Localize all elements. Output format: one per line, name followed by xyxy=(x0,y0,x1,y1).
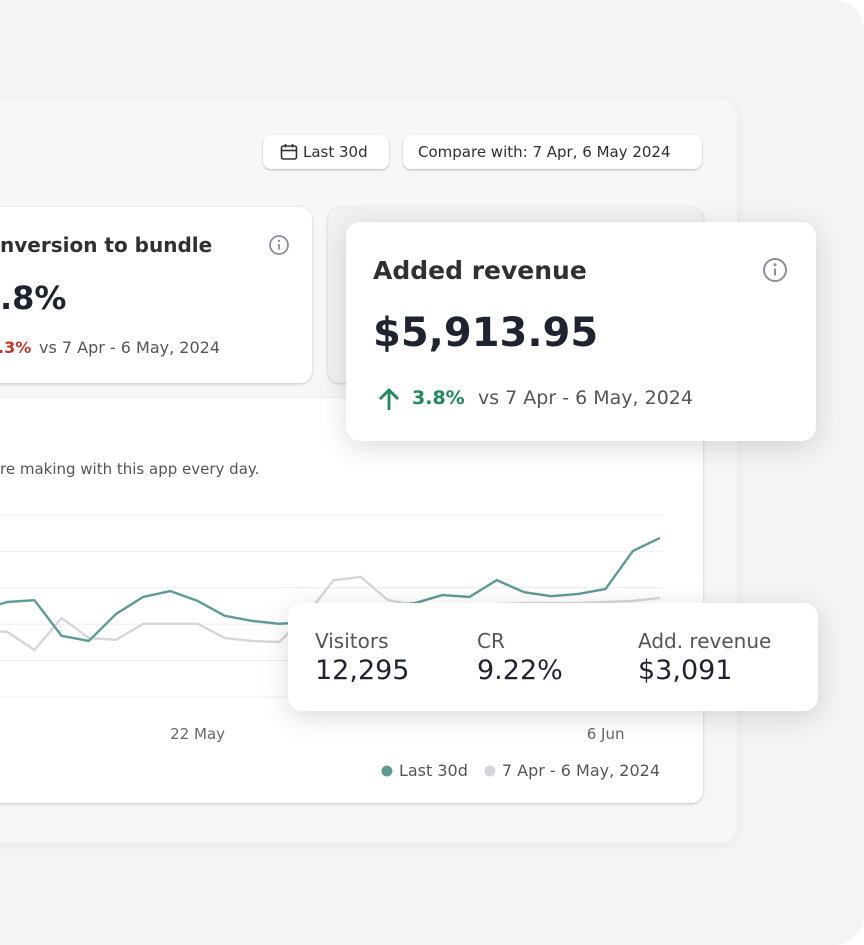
card-comparison: vs 7 Apr - 6 May, 2024 xyxy=(39,338,221,357)
metric-card: nversion to bundle .8% .3% vs 7 Apr - 6 … xyxy=(0,207,312,383)
legend-label: 7 Apr - 6 May, 2024 xyxy=(502,761,660,780)
chart-card: re making with this app every day. 22 Ma… xyxy=(0,398,703,803)
button-label: Compare with: 7 Apr, 6 May 2024 xyxy=(418,143,671,161)
card-comparison: vs 7 Apr - 6 May, 2024 xyxy=(478,387,693,409)
card-title: Added revenue xyxy=(373,256,587,285)
legend-swatch xyxy=(381,765,393,777)
tooltip-value: 12,295 xyxy=(315,655,410,686)
line-chart: 22 May 6 Jun 7 Apr - 6 May, 2024 Last 30d xyxy=(0,514,663,780)
tooltip-label: Add. revenue xyxy=(638,629,772,653)
legend-swatch xyxy=(484,765,496,777)
card-value: .8% xyxy=(0,279,67,317)
card-change: 3.8% xyxy=(412,387,465,409)
date-range-button[interactable]: Last 30d xyxy=(263,135,389,169)
tooltip-label: CR xyxy=(477,629,505,653)
x-tick-label: 6 Jun xyxy=(587,725,625,743)
up-arrow-icon xyxy=(379,388,399,410)
card-title: nversion to bundle xyxy=(0,233,213,257)
calendar-icon xyxy=(280,144,298,160)
tooltip-value: $3,091 xyxy=(638,655,733,686)
tooltip-value: 9.22% xyxy=(477,655,563,686)
tooltip-label: Visitors xyxy=(315,629,389,653)
info-icon[interactable] xyxy=(268,234,290,256)
x-tick-label: 22 May xyxy=(170,725,225,743)
compare-button[interactable]: Compare with: 7 Apr, 6 May 2024 xyxy=(403,135,702,169)
info-icon[interactable] xyxy=(762,257,788,283)
legend-label: Last 30d xyxy=(399,761,468,780)
card-value: $5,913.95 xyxy=(373,310,599,356)
chart-subtitle: re making with this app every day. xyxy=(0,460,260,478)
tooltip: Visitors 12,295 CR 9.22% Add. revenue $3… xyxy=(288,603,818,711)
button-label: Last 30d xyxy=(303,143,368,161)
card-change: .3% xyxy=(0,338,32,357)
metric-card-focused: Added revenue $5,913.95 3.8% vs 7 Apr - … xyxy=(346,222,816,441)
